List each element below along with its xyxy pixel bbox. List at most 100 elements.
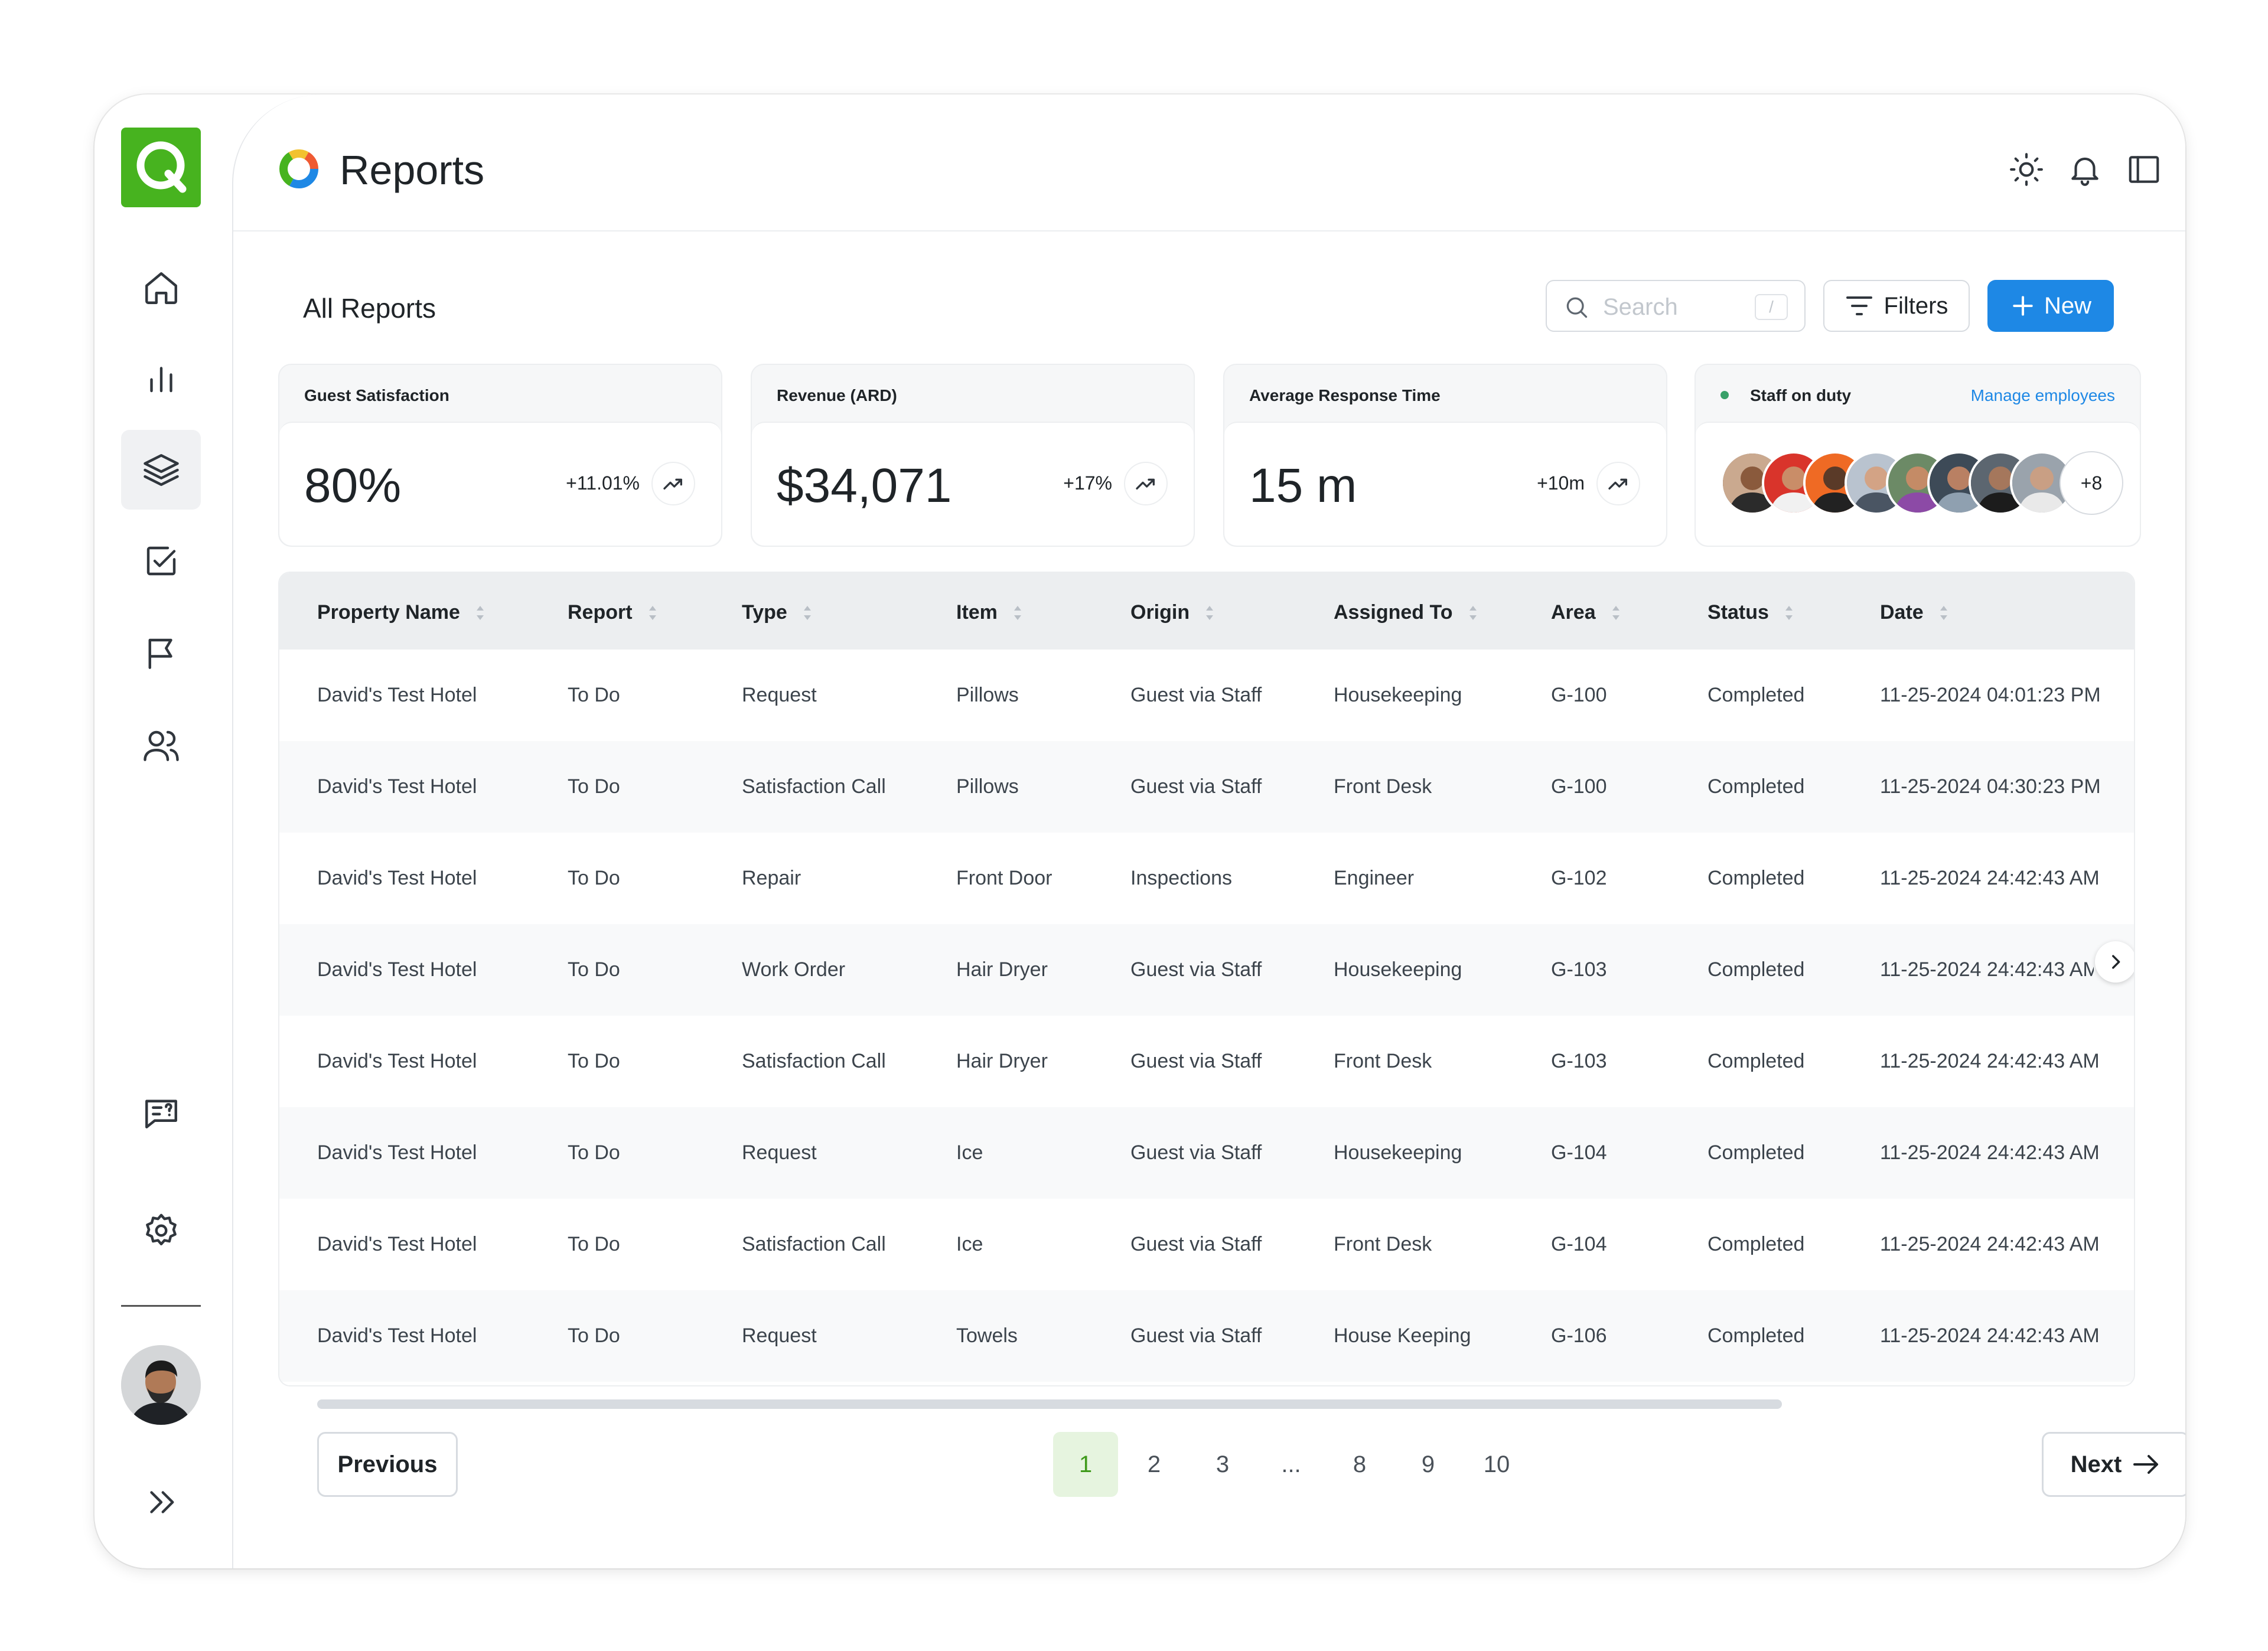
table-row[interactable]: David's Test Hotel To Do Request Towels Gues… — [279, 1290, 2134, 1382]
scroll-right-button[interactable] — [2095, 941, 2134, 983]
home-icon — [145, 272, 177, 304]
card-label: Staff on duty — [1750, 386, 1852, 404]
staff-avatar[interactable] — [2010, 451, 2074, 515]
next-label: Next — [2070, 1451, 2122, 1477]
reports-pie-icon — [279, 149, 318, 188]
table-cell: 11-25-2024 24:42:43 AM — [1880, 1324, 2100, 1347]
page-2-button[interactable]: 2 — [1147, 1451, 1161, 1477]
table-row[interactable]: David's Test Hotel To Do Work Order Hair Dr… — [279, 924, 2134, 1016]
table-cell: Pillows — [956, 684, 1019, 706]
table-row[interactable]: David's Test Hotel To Do Satisfaction Call… — [279, 741, 2134, 833]
chevrons-right-icon — [149, 1490, 174, 1513]
sidebar-divider — [121, 1305, 201, 1307]
table-cell: David's Test Hotel — [317, 775, 477, 798]
user-avatar[interactable] — [121, 1345, 201, 1425]
card-label: Revenue (ARD) — [777, 386, 897, 404]
toggle-panel-button[interactable] — [2126, 151, 2162, 188]
notifications-button[interactable] — [2067, 151, 2103, 188]
more-staff-badge[interactable]: +8 — [2060, 451, 2123, 515]
page-10-button[interactable]: 10 — [1483, 1451, 1510, 1477]
page-9-button[interactable]: 9 — [1421, 1451, 1435, 1477]
page-3-button[interactable]: 3 — [1216, 1451, 1230, 1477]
table-cell: 11-25-2024 24:42:43 AM — [1880, 867, 2100, 889]
card-value: 80% — [304, 459, 402, 513]
table-cell: Completed — [1707, 1324, 1805, 1347]
new-report-button[interactable]: New — [1987, 280, 2114, 332]
nav-users[interactable] — [121, 705, 201, 785]
column-header[interactable]: Type — [742, 601, 812, 624]
table-cell: Ice — [956, 1141, 983, 1164]
table-row[interactable]: David's Test Hotel To Do Repair Front Door I… — [279, 833, 2134, 924]
table-cell: Inspections — [1130, 867, 1232, 889]
table-cell: Pillows — [956, 775, 1019, 798]
card-delta: +17% — [1063, 472, 1112, 494]
column-header[interactable]: Item — [956, 601, 1022, 624]
search-input[interactable]: Search / — [1546, 280, 1806, 332]
table-row[interactable]: David's Test Hotel To Do Satisfaction Call… — [279, 1016, 2134, 1107]
table-row[interactable]: David's Test Hotel To Do Request Pillows Gue… — [279, 650, 2134, 741]
next-page-button[interactable]: Next — [2042, 1432, 2185, 1497]
nav-flags[interactable] — [121, 613, 201, 693]
column-header[interactable]: Property Name — [317, 601, 485, 624]
table-cell: G-104 — [1551, 1141, 1607, 1164]
column-header[interactable]: Report — [568, 601, 657, 624]
table-row[interactable]: David's Test Hotel To Do Satisfaction Call… — [279, 1199, 2134, 1290]
previous-page-button[interactable]: Previous — [317, 1432, 458, 1497]
table-cell: Hair Dryer — [956, 958, 1048, 981]
table-cell: Front Door — [956, 867, 1052, 889]
sidebar-panel-icon — [2129, 156, 2159, 183]
search-shortcut: / — [1755, 294, 1788, 320]
card-delta: +10m — [1537, 472, 1585, 494]
table-cell: David's Test Hotel — [317, 684, 477, 706]
page-1-button[interactable]: 1 — [1053, 1432, 1118, 1497]
table-cell: To Do — [568, 775, 620, 798]
filters-label: Filters — [1884, 292, 1948, 319]
expand-sidebar-button[interactable] — [121, 1462, 201, 1542]
table-cell: 11-25-2024 04:01:23 PM — [1880, 684, 2101, 706]
table-row[interactable]: David's Test Hotel To Do Request Ice Guest v… — [279, 1107, 2134, 1199]
filters-button[interactable]: Filters — [1823, 280, 1970, 332]
app-logo[interactable] — [121, 128, 201, 207]
nav-settings[interactable] — [121, 1190, 201, 1270]
table-cell: G-100 — [1551, 775, 1607, 798]
trend-up-icon — [651, 462, 695, 505]
nav-reports[interactable] — [121, 430, 201, 510]
table-cell: Request — [742, 684, 817, 706]
card-value: 15 m — [1249, 459, 1357, 513]
theme-toggle-button[interactable] — [2008, 151, 2045, 188]
nav-tasks[interactable] — [121, 521, 201, 601]
card-body: 15 m +10m — [1224, 422, 1666, 546]
table-cell: Guest via Staff — [1130, 775, 1262, 798]
table-cell: 11-25-2024 04:30:23 PM — [1880, 775, 2101, 798]
table-cell: Ice — [956, 1233, 983, 1255]
table-cell: Guest via Staff — [1130, 684, 1262, 706]
trend-up-icon — [1124, 462, 1168, 505]
table-cell: Satisfaction Call — [742, 1233, 886, 1255]
nav-support[interactable] — [121, 1072, 201, 1152]
reports-table: Property Name Report Type Item Origin As… — [278, 572, 2135, 1386]
nav-home[interactable] — [121, 248, 201, 328]
column-header[interactable]: Area — [1551, 601, 1621, 624]
table-cell: 11-25-2024 24:42:43 AM — [1880, 1050, 2100, 1072]
page-8-button[interactable]: 8 — [1353, 1451, 1367, 1477]
filter-icon — [1846, 296, 1872, 315]
table-cell: G-100 — [1551, 684, 1607, 706]
sort-icon — [1014, 605, 1021, 620]
manage-employees-link[interactable]: Manage employees — [1970, 386, 2115, 404]
column-header[interactable]: Status — [1707, 601, 1794, 624]
table-cell: Satisfaction Call — [742, 1050, 886, 1072]
plus-icon — [2013, 296, 2033, 316]
table-cell: Completed — [1707, 867, 1805, 889]
column-header[interactable]: Date — [1880, 601, 1948, 624]
table-cell: To Do — [568, 1233, 620, 1255]
table-cell: Front Desk — [1334, 1050, 1432, 1072]
horizontal-scrollbar[interactable] — [317, 1399, 1782, 1409]
table-cell: Completed — [1707, 958, 1805, 981]
table-cell: To Do — [568, 1050, 620, 1072]
table-cell: Guest via Staff — [1130, 958, 1262, 981]
column-header[interactable]: Origin — [1130, 601, 1214, 624]
revenue-card: Revenue (ARD) $34,071 +17% — [751, 364, 1195, 547]
table-cell: To Do — [568, 958, 620, 981]
nav-analytics[interactable] — [121, 338, 201, 417]
column-header[interactable]: Assigned To — [1334, 601, 1478, 624]
